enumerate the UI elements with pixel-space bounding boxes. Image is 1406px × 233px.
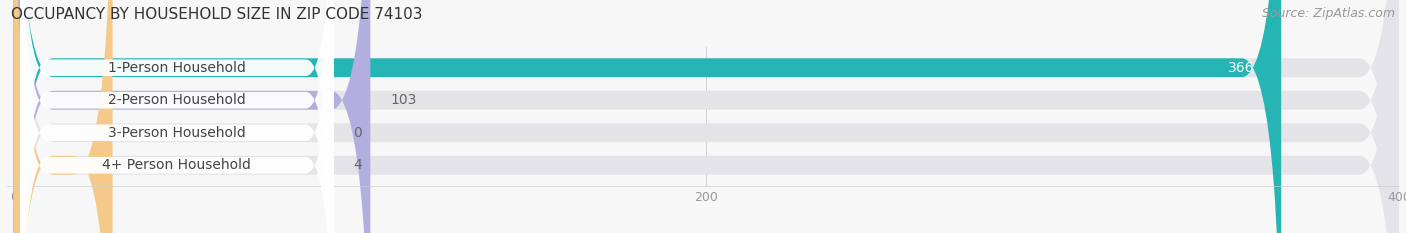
FancyBboxPatch shape <box>14 0 1399 233</box>
FancyBboxPatch shape <box>20 0 333 233</box>
FancyBboxPatch shape <box>20 0 333 233</box>
FancyBboxPatch shape <box>14 0 1399 233</box>
FancyBboxPatch shape <box>14 0 1399 233</box>
Text: 4+ Person Household: 4+ Person Household <box>103 158 252 172</box>
Text: Source: ZipAtlas.com: Source: ZipAtlas.com <box>1261 7 1395 20</box>
Text: 0: 0 <box>353 126 363 140</box>
Text: 103: 103 <box>389 93 416 107</box>
FancyBboxPatch shape <box>14 0 1281 233</box>
FancyBboxPatch shape <box>20 0 333 233</box>
Text: OCCUPANCY BY HOUSEHOLD SIZE IN ZIP CODE 74103: OCCUPANCY BY HOUSEHOLD SIZE IN ZIP CODE … <box>11 7 423 22</box>
FancyBboxPatch shape <box>20 0 333 233</box>
Text: 1-Person Household: 1-Person Household <box>108 61 246 75</box>
Text: 4: 4 <box>353 158 363 172</box>
FancyBboxPatch shape <box>14 0 370 233</box>
Text: 366: 366 <box>1229 61 1254 75</box>
FancyBboxPatch shape <box>14 0 1399 233</box>
Text: 2-Person Household: 2-Person Household <box>108 93 246 107</box>
Text: 3-Person Household: 3-Person Household <box>108 126 246 140</box>
FancyBboxPatch shape <box>14 0 112 233</box>
